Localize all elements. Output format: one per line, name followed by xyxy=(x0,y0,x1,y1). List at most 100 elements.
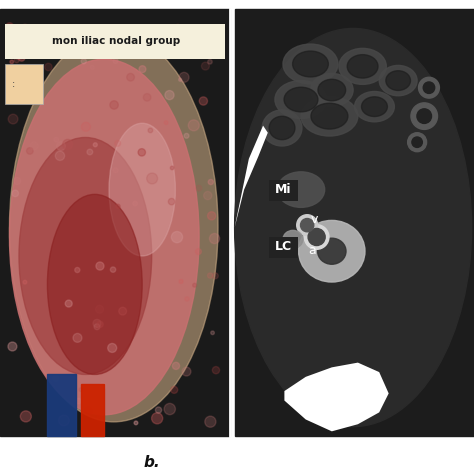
Circle shape xyxy=(96,305,104,313)
Circle shape xyxy=(30,142,38,150)
Circle shape xyxy=(208,273,213,278)
Circle shape xyxy=(54,137,59,142)
Circle shape xyxy=(164,121,168,125)
Circle shape xyxy=(170,166,174,170)
Ellipse shape xyxy=(347,55,378,78)
Circle shape xyxy=(148,128,153,133)
Circle shape xyxy=(12,190,18,197)
Circle shape xyxy=(18,55,25,61)
FancyBboxPatch shape xyxy=(269,180,298,201)
Circle shape xyxy=(14,177,21,184)
Circle shape xyxy=(134,421,138,425)
Text: Mi: Mi xyxy=(275,182,292,196)
Ellipse shape xyxy=(301,96,358,136)
Circle shape xyxy=(212,366,219,374)
Circle shape xyxy=(412,137,422,147)
Circle shape xyxy=(212,273,218,279)
Circle shape xyxy=(297,215,318,236)
Circle shape xyxy=(113,58,118,64)
Circle shape xyxy=(55,151,64,161)
Text: LC: LC xyxy=(275,239,292,253)
Circle shape xyxy=(139,66,146,73)
Circle shape xyxy=(27,45,33,51)
Circle shape xyxy=(56,142,65,151)
Circle shape xyxy=(205,416,216,427)
Ellipse shape xyxy=(386,71,410,91)
Text: a: a xyxy=(308,244,316,257)
Circle shape xyxy=(172,231,182,243)
Ellipse shape xyxy=(318,238,346,264)
Circle shape xyxy=(199,97,208,105)
Circle shape xyxy=(184,133,189,138)
Circle shape xyxy=(31,95,41,105)
Circle shape xyxy=(128,44,136,52)
Circle shape xyxy=(133,201,137,206)
Ellipse shape xyxy=(283,230,303,248)
Circle shape xyxy=(182,367,191,376)
Circle shape xyxy=(206,33,216,44)
Circle shape xyxy=(63,139,73,149)
Circle shape xyxy=(213,34,221,41)
Circle shape xyxy=(184,50,187,54)
Circle shape xyxy=(179,73,189,82)
Circle shape xyxy=(301,219,314,232)
Circle shape xyxy=(87,149,93,155)
Circle shape xyxy=(146,173,157,184)
Circle shape xyxy=(196,249,201,255)
Circle shape xyxy=(53,375,59,381)
Circle shape xyxy=(63,34,70,41)
Circle shape xyxy=(173,362,180,369)
Circle shape xyxy=(58,415,69,426)
Circle shape xyxy=(8,342,17,351)
Circle shape xyxy=(127,73,134,81)
Circle shape xyxy=(196,185,202,191)
Circle shape xyxy=(20,411,31,422)
Ellipse shape xyxy=(355,91,394,122)
Ellipse shape xyxy=(47,194,142,374)
Circle shape xyxy=(73,333,82,342)
Circle shape xyxy=(75,267,80,273)
Polygon shape xyxy=(284,363,389,431)
Ellipse shape xyxy=(339,48,386,84)
Circle shape xyxy=(76,398,81,404)
Ellipse shape xyxy=(19,137,152,374)
Bar xyxy=(81,384,104,436)
Bar xyxy=(0,9,230,436)
Circle shape xyxy=(308,228,325,246)
Circle shape xyxy=(204,191,212,200)
Ellipse shape xyxy=(379,65,417,96)
Circle shape xyxy=(408,133,427,152)
Circle shape xyxy=(208,180,213,185)
Circle shape xyxy=(143,93,151,101)
Circle shape xyxy=(20,24,30,34)
Ellipse shape xyxy=(318,79,346,101)
Circle shape xyxy=(45,63,52,71)
Circle shape xyxy=(108,344,117,353)
Circle shape xyxy=(179,280,183,283)
Text: mon iliac nodal group: mon iliac nodal group xyxy=(52,36,180,46)
Circle shape xyxy=(93,33,100,40)
Ellipse shape xyxy=(269,116,295,140)
Circle shape xyxy=(48,43,56,51)
Polygon shape xyxy=(235,126,268,228)
Bar xyxy=(47,374,76,436)
FancyBboxPatch shape xyxy=(5,64,43,104)
Circle shape xyxy=(27,147,33,154)
Circle shape xyxy=(64,37,73,46)
Circle shape xyxy=(110,101,118,109)
Circle shape xyxy=(210,234,219,244)
Circle shape xyxy=(81,59,86,64)
Circle shape xyxy=(14,58,19,63)
Circle shape xyxy=(201,62,210,70)
Ellipse shape xyxy=(311,103,348,129)
Ellipse shape xyxy=(310,73,353,107)
Circle shape xyxy=(10,60,14,64)
Circle shape xyxy=(99,383,106,390)
Bar xyxy=(235,9,474,436)
Circle shape xyxy=(94,324,100,330)
Ellipse shape xyxy=(109,123,175,256)
Text: :: : xyxy=(12,79,15,89)
Circle shape xyxy=(168,199,175,205)
Ellipse shape xyxy=(275,81,327,118)
Circle shape xyxy=(211,331,214,335)
